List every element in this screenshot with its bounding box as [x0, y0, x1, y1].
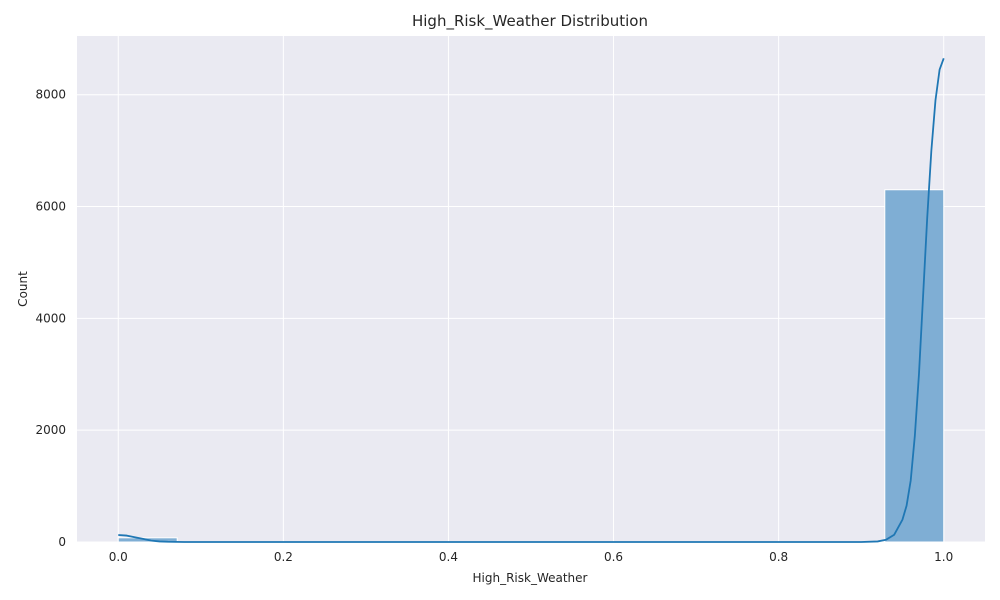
histogram-bar [884, 189, 945, 543]
y-tick-label: 0 [58, 535, 66, 549]
x-tick-label: 0.0 [109, 550, 128, 564]
y-tick-labels: 0 2000 4000 6000 8000 [35, 88, 66, 549]
kde-curve [118, 58, 945, 543]
y-tick-label: 6000 [35, 200, 66, 214]
x-axis-label: High_Risk_Weather [473, 571, 588, 585]
chart-title: High_Risk_Weather Distribution [412, 12, 648, 31]
x-tick-labels: 0.0 0.2 0.4 0.6 0.8 1.0 [109, 550, 954, 564]
y-tick-label: 4000 [35, 311, 66, 325]
x-tick-label: 1.0 [934, 550, 953, 564]
y-tick-label: 2000 [35, 423, 66, 437]
x-tick-label: 0.4 [439, 550, 458, 564]
x-tick-label: 0.2 [274, 550, 293, 564]
y-tick-label: 8000 [35, 88, 66, 102]
y-axis-label: Count [16, 271, 30, 307]
x-tick-label: 0.6 [604, 550, 623, 564]
plot-area [77, 36, 985, 542]
x-tick-label: 0.8 [769, 550, 788, 564]
